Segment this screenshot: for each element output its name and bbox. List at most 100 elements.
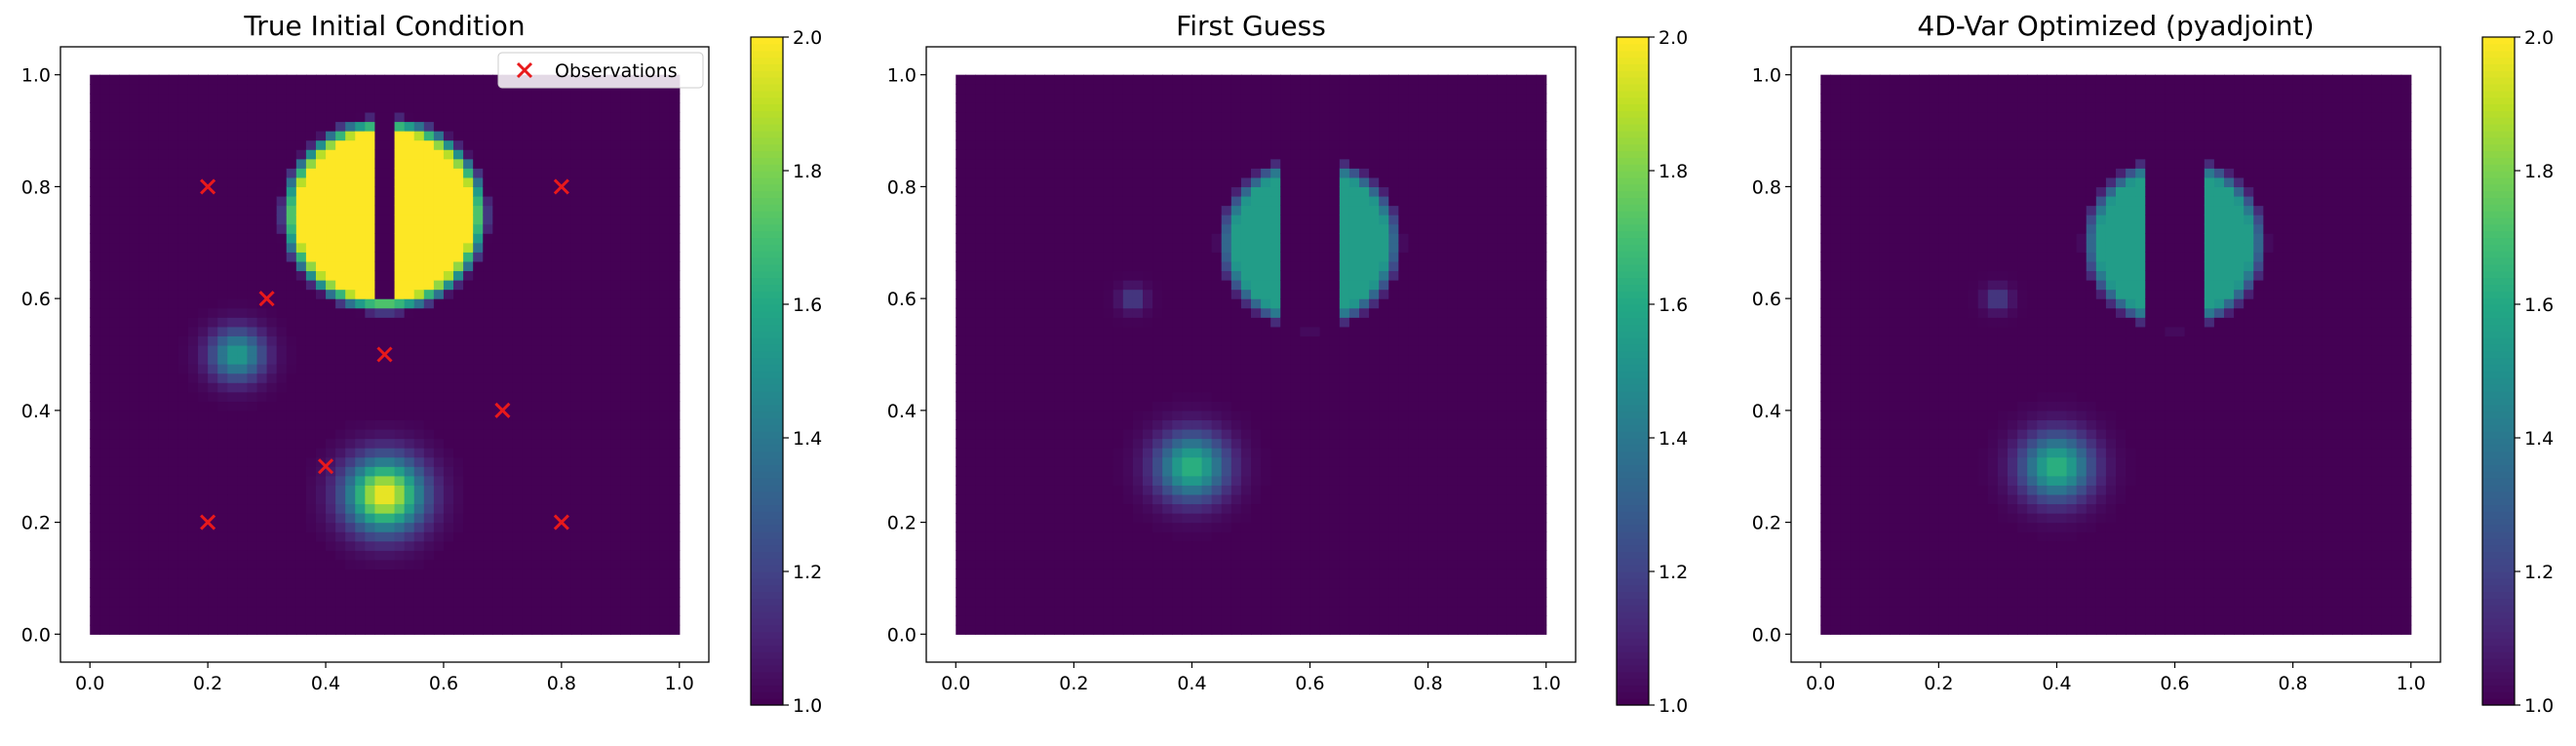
heatmap-cell bbox=[502, 448, 514, 458]
heatmap-cell bbox=[1034, 223, 1045, 234]
heatmap-cell bbox=[99, 540, 110, 551]
heatmap-cell bbox=[256, 242, 268, 253]
heatmap-cell bbox=[1122, 410, 1134, 421]
heatmap-cell bbox=[463, 177, 474, 188]
heatmap-cell bbox=[1112, 493, 1124, 505]
heatmap-cell bbox=[413, 121, 425, 132]
heatmap-cell bbox=[659, 242, 671, 253]
heatmap-cell bbox=[404, 577, 415, 589]
heatmap-cell bbox=[1083, 606, 1095, 616]
colorbar-segment bbox=[751, 37, 783, 45]
heatmap-cell bbox=[326, 540, 336, 551]
heatmap-cell bbox=[109, 205, 121, 216]
heatmap-cell bbox=[158, 615, 170, 626]
heatmap-cell bbox=[158, 326, 170, 336]
heatmap-cell bbox=[413, 410, 425, 421]
heatmap-cell bbox=[522, 168, 533, 178]
heatmap-cell bbox=[286, 550, 297, 561]
heatmap-cell bbox=[630, 93, 642, 103]
heatmap-cell bbox=[620, 270, 631, 281]
heatmap-cell bbox=[374, 569, 386, 579]
heatmap-cell bbox=[217, 139, 228, 150]
heatmap-cell bbox=[630, 513, 642, 524]
heatmap-cell bbox=[129, 168, 140, 178]
heatmap-cell bbox=[1112, 531, 1124, 542]
heatmap-cell bbox=[1143, 475, 1153, 486]
heatmap-cell bbox=[423, 195, 435, 207]
colorbar-segment bbox=[751, 183, 783, 192]
heatmap-cell bbox=[975, 456, 987, 467]
heatmap-cell bbox=[669, 344, 681, 356]
heatmap-cell bbox=[995, 242, 1006, 253]
heatmap-cell bbox=[443, 93, 454, 103]
heatmap-cell bbox=[956, 317, 966, 328]
heatmap-cell bbox=[394, 382, 406, 393]
heatmap-cell bbox=[965, 139, 977, 150]
heatmap-cell bbox=[1054, 121, 1065, 132]
heatmap-cell bbox=[659, 466, 671, 477]
heatmap-cell bbox=[217, 177, 228, 188]
heatmap-cell bbox=[1024, 438, 1035, 449]
heatmap-cell bbox=[1152, 373, 1163, 383]
heatmap-cell bbox=[985, 475, 996, 486]
heatmap-cell bbox=[119, 513, 131, 524]
heatmap-cell bbox=[1054, 522, 1065, 532]
heatmap-cell bbox=[187, 74, 199, 85]
heatmap-cell bbox=[433, 559, 445, 569]
heatmap-cell bbox=[443, 503, 454, 514]
heatmap-cell bbox=[985, 139, 996, 150]
heatmap-cell bbox=[473, 401, 484, 412]
heatmap-cell bbox=[1073, 195, 1085, 207]
heatmap-cell bbox=[394, 102, 406, 113]
heatmap-cell bbox=[237, 428, 249, 440]
heatmap-cell bbox=[591, 540, 602, 551]
heatmap-cell bbox=[138, 289, 150, 299]
heatmap-cell bbox=[315, 540, 327, 551]
heatmap-cell bbox=[247, 280, 258, 291]
heatmap-cell bbox=[256, 195, 268, 207]
heatmap-cell bbox=[1122, 513, 1134, 524]
heatmap-cell bbox=[985, 111, 996, 123]
heatmap-cell bbox=[148, 587, 160, 598]
heatmap-cell bbox=[1044, 597, 1055, 608]
heatmap-cell bbox=[1143, 177, 1153, 188]
heatmap-cell bbox=[423, 606, 435, 616]
heatmap-cell bbox=[1152, 401, 1163, 412]
heatmap-cell bbox=[1014, 456, 1026, 467]
heatmap-cell bbox=[502, 485, 514, 495]
heatmap-cell bbox=[541, 419, 553, 430]
heatmap-cell bbox=[295, 615, 307, 626]
heatmap-cell bbox=[1143, 569, 1153, 579]
heatmap-cell bbox=[247, 531, 258, 542]
heatmap-cell bbox=[208, 550, 218, 561]
heatmap-cell bbox=[649, 139, 661, 150]
heatmap-cell bbox=[965, 260, 977, 272]
heatmap-cell bbox=[99, 74, 110, 85]
heatmap-cell bbox=[570, 215, 582, 225]
heatmap-cell bbox=[119, 223, 131, 234]
heatmap-cell bbox=[266, 559, 278, 569]
heatmap-cell bbox=[492, 615, 504, 626]
heatmap-cell bbox=[956, 577, 966, 589]
heatmap-cell bbox=[1112, 401, 1124, 412]
heatmap-cell bbox=[374, 475, 386, 486]
heatmap-cell bbox=[404, 373, 415, 383]
heatmap-cell bbox=[247, 252, 258, 262]
heatmap-cell bbox=[620, 597, 631, 608]
heatmap-cell bbox=[158, 260, 170, 272]
heatmap-cell bbox=[198, 252, 209, 262]
heatmap-cell bbox=[394, 373, 406, 383]
heatmap-cell bbox=[1093, 84, 1105, 95]
heatmap-cell bbox=[315, 522, 327, 532]
heatmap-cell bbox=[512, 252, 524, 262]
heatmap-cell bbox=[305, 391, 317, 402]
heatmap-cell bbox=[148, 205, 160, 216]
heatmap-cell bbox=[374, 139, 386, 150]
heatmap-cell bbox=[965, 550, 977, 561]
heatmap-cell bbox=[208, 419, 218, 430]
heatmap-cell bbox=[1024, 550, 1035, 561]
heatmap-cell bbox=[335, 569, 346, 579]
heatmap-cell bbox=[1034, 382, 1045, 393]
colorbar-segment bbox=[751, 571, 783, 579]
heatmap-cell bbox=[158, 177, 170, 188]
